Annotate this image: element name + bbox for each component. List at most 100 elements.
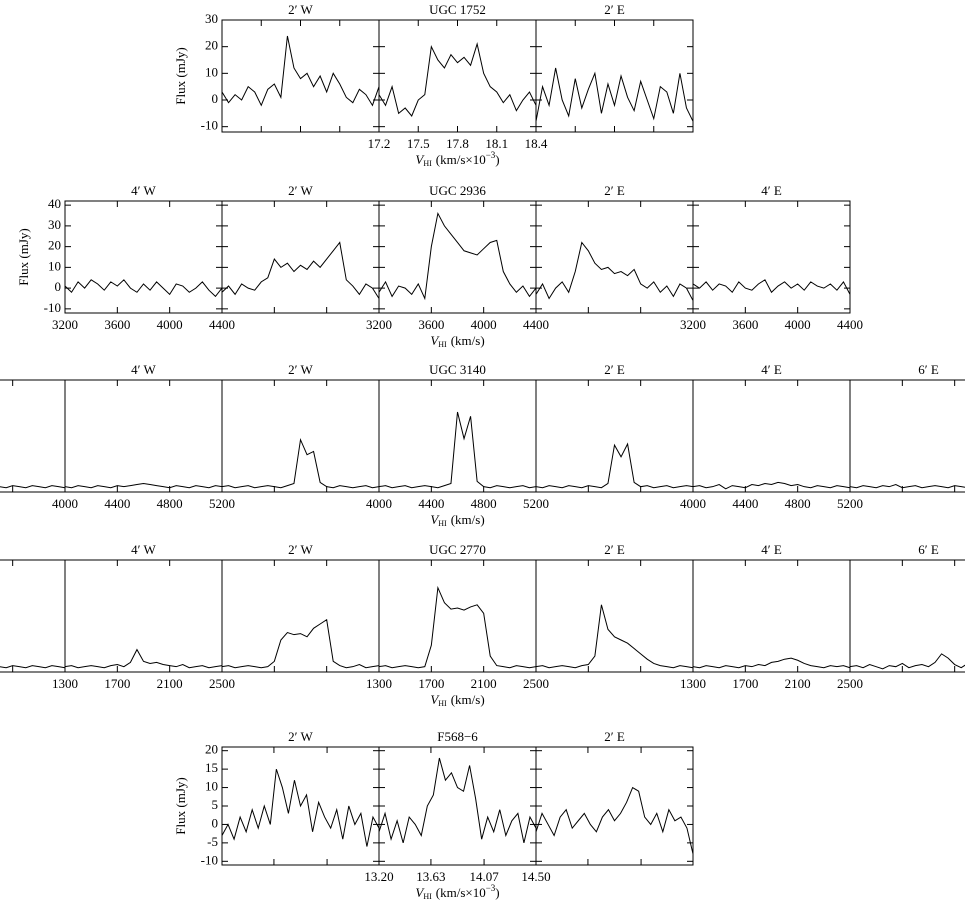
x-axis-label: VHI (km/s×10−3) xyxy=(415,150,499,168)
panel-frame xyxy=(378,379,537,493)
x-tick-label: 17.2 xyxy=(368,136,391,151)
x-label-unit: (km/s) xyxy=(451,692,485,707)
panel-frame xyxy=(221,200,380,314)
x-tick-label: 4400 xyxy=(732,496,758,511)
spectrum xyxy=(535,786,694,855)
x-label-sub: HI xyxy=(438,519,447,528)
y-tick-label: 10 xyxy=(205,64,218,79)
spectrum xyxy=(535,241,694,301)
x-label-var: V xyxy=(415,885,425,900)
y-axis-label: Flux (mJy) xyxy=(16,228,31,285)
spectrum xyxy=(692,657,851,669)
x-tick-label: 14.07 xyxy=(469,869,499,884)
x-tick-label: 1300 xyxy=(680,676,706,691)
y-tick-label: 40 xyxy=(48,196,61,211)
x-tick-label: 4000 xyxy=(157,317,183,332)
panel-title: 2′ E xyxy=(604,729,625,744)
x-tick-label: 2100 xyxy=(785,676,811,691)
x-label-sub: HI xyxy=(438,340,447,349)
spectrum xyxy=(378,585,537,669)
panel-title: UGC 3140 xyxy=(429,362,486,377)
y-tick-label: 0 xyxy=(55,279,62,294)
y-tick-label: -5 xyxy=(207,834,218,849)
panel-frame xyxy=(849,559,965,673)
x-tick-label: 1700 xyxy=(418,676,444,691)
x-label-unit: (km/s×10 xyxy=(436,885,486,900)
x-tick-label: 3600 xyxy=(418,317,444,332)
panel-title: 2′ W xyxy=(288,729,313,744)
x-tick-label: 18.4 xyxy=(525,136,548,151)
x-tick-label: 2100 xyxy=(471,676,497,691)
panel-title: 4′ W xyxy=(131,183,156,198)
spectrum xyxy=(535,67,694,122)
panel-title: 4′ E xyxy=(761,362,782,377)
panel-title: 2′ W xyxy=(288,542,313,557)
x-label-sup: −3 xyxy=(486,883,496,893)
x-label-unit: (km/s) xyxy=(451,512,485,527)
panel-frame xyxy=(378,559,537,673)
y-tick-label: 10 xyxy=(48,258,61,273)
x-label-sub: HI xyxy=(438,699,447,708)
x-axis-label: VHI (km/s) xyxy=(430,333,484,349)
x-tick-label: 4400 xyxy=(418,496,444,511)
x-tick-label: 1300 xyxy=(366,676,392,691)
panel-frame xyxy=(535,746,694,866)
panel-title: 4′ E xyxy=(761,183,782,198)
x-label-unit: (km/s) xyxy=(451,333,485,348)
spectrum xyxy=(221,437,380,489)
x-label-close: ) xyxy=(495,152,499,167)
row: 2′ W -10 0 10 20 30 UGC 1752 17.2 17.5 17.8 18.1 18… xyxy=(173,2,694,168)
x-tick-label: 4800 xyxy=(471,496,497,511)
x-label-var: V xyxy=(430,512,440,527)
panel-title: 6′ E xyxy=(918,362,939,377)
spectrum xyxy=(221,618,380,669)
x-tick-label: 4800 xyxy=(785,496,811,511)
panel-frame xyxy=(692,200,851,314)
spectrum xyxy=(692,481,851,490)
x-tick-label: 4400 xyxy=(523,317,549,332)
panel-frame xyxy=(378,746,537,866)
x-tick-label: 4000 xyxy=(52,496,78,511)
x-tick-label: 1700 xyxy=(104,676,130,691)
x-tick-label: 4000 xyxy=(680,496,706,511)
panel-title: 2′ E xyxy=(604,2,625,17)
x-label-close: ) xyxy=(495,885,499,900)
panel-frame xyxy=(64,200,223,314)
y-tick-label: 10 xyxy=(205,779,218,794)
y-tick-label: 30 xyxy=(205,11,218,26)
x-tick-label: 13.20 xyxy=(364,869,393,884)
panel-title: UGC 2936 xyxy=(429,183,486,198)
x-tick-label: 17.5 xyxy=(407,136,430,151)
spectrum xyxy=(0,665,66,669)
x-tick-label: 18.1 xyxy=(485,136,508,151)
x-tick-label: 4800 xyxy=(157,496,183,511)
panel-frame xyxy=(849,379,965,493)
y-tick-label: 20 xyxy=(205,742,218,757)
x-tick-label: 3600 xyxy=(104,317,130,332)
y-tick-label: 0 xyxy=(212,91,219,106)
panel-frame xyxy=(535,559,694,673)
x-tick-label: 5200 xyxy=(523,496,549,511)
y-axis-label: Flux (mJy) xyxy=(173,47,188,104)
y-tick-label: 0 xyxy=(212,815,219,830)
x-tick-label: 1700 xyxy=(732,676,758,691)
panel-frame xyxy=(692,559,851,673)
panel-title: 4′ E xyxy=(761,542,782,557)
x-label-var: V xyxy=(430,333,440,348)
panel-title: UGC 2770 xyxy=(429,542,486,557)
x-tick-label: 3200 xyxy=(52,317,78,332)
spectrum xyxy=(378,757,537,844)
y-tick-label: 20 xyxy=(48,238,61,253)
x-tick-label: 4000 xyxy=(366,496,392,511)
x-tick-label: 14.50 xyxy=(521,869,550,884)
y-tick-label: -10 xyxy=(201,852,218,867)
spectrum xyxy=(378,42,537,117)
x-tick-label: 4000 xyxy=(785,317,811,332)
x-label-var: V xyxy=(430,692,440,707)
panel-title: 2′ W xyxy=(288,183,313,198)
x-tick-label: 5200 xyxy=(837,496,863,511)
y-tick-label: 15 xyxy=(205,760,218,775)
y-axis-label: Flux (mJy) xyxy=(173,777,188,834)
